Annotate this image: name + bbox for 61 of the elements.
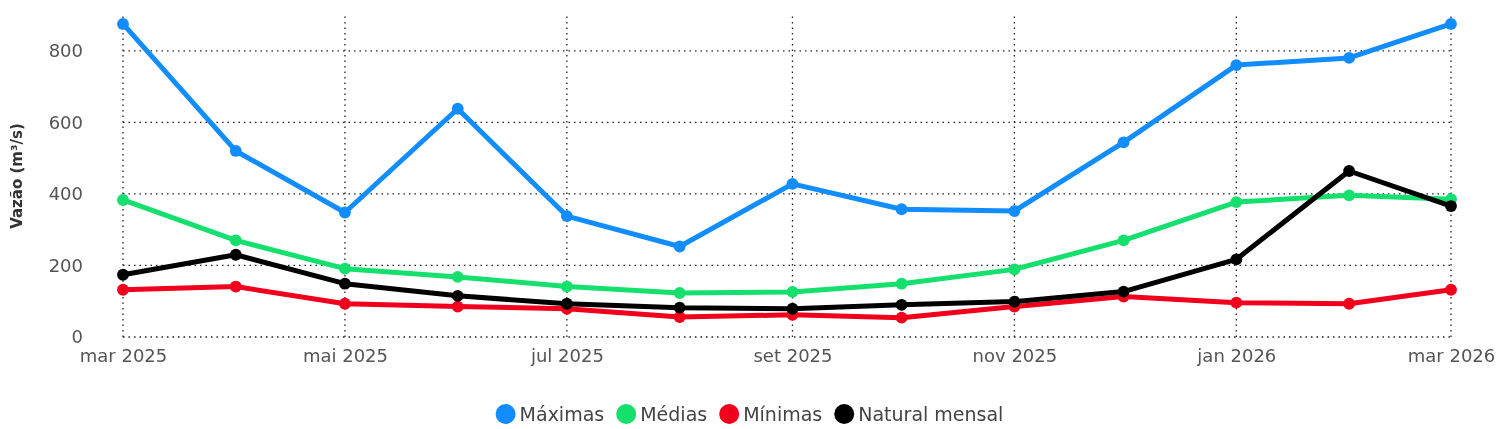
- point: [673, 287, 686, 299]
- y-tick-label: 600: [48, 111, 83, 133]
- legend-label: Médias: [640, 403, 708, 425]
- x-tick-label: mar 2026: [1407, 344, 1496, 366]
- point: [1230, 59, 1243, 71]
- point: [339, 277, 351, 290]
- y-tick-label: 800: [48, 40, 83, 62]
- point: [1343, 189, 1356, 202]
- point: [451, 102, 464, 115]
- point: [1343, 165, 1356, 177]
- point: [786, 177, 799, 190]
- point: [1117, 136, 1130, 149]
- point: [673, 240, 686, 253]
- point: [560, 210, 573, 222]
- point: [117, 283, 129, 296]
- legend-label: Mínimas: [743, 403, 823, 425]
- point: [1343, 297, 1356, 310]
- point: [560, 297, 573, 310]
- point: [1117, 285, 1130, 298]
- point: [1230, 253, 1243, 266]
- point: [895, 277, 908, 290]
- y-axis-title: Vazão (m³/s): [8, 123, 26, 229]
- point: [451, 270, 464, 283]
- point: [1008, 295, 1021, 308]
- point: [560, 280, 573, 293]
- point: [1230, 196, 1243, 209]
- y-tick-label: 200: [48, 254, 83, 276]
- x-tick-label: jan 2026: [1196, 344, 1277, 366]
- legend-label: Natural mensal: [858, 403, 1004, 425]
- point: [117, 194, 129, 206]
- point: [117, 18, 129, 30]
- point: [1445, 200, 1457, 212]
- legend-label: Máximas: [519, 403, 605, 425]
- point: [1343, 52, 1356, 64]
- x-tick-label: set 2025: [753, 344, 833, 366]
- y-tick-label: 400: [48, 183, 83, 205]
- point: [451, 289, 464, 302]
- point: [1445, 283, 1457, 296]
- point: [1230, 296, 1243, 309]
- point: [117, 268, 129, 281]
- point: [339, 262, 351, 275]
- point: [673, 301, 686, 314]
- point: [229, 145, 242, 157]
- point: [451, 300, 464, 313]
- point: [895, 203, 908, 216]
- point: [229, 248, 242, 261]
- point: [1445, 18, 1457, 30]
- point: [895, 298, 908, 311]
- point: [339, 297, 351, 310]
- point: [1008, 205, 1021, 217]
- point: [786, 302, 799, 315]
- point: [339, 206, 351, 219]
- x-tick-label: jul 2025: [529, 344, 604, 366]
- point: [786, 286, 799, 298]
- point: [895, 311, 908, 324]
- point: [1008, 263, 1021, 276]
- point: [1117, 234, 1130, 247]
- point: [229, 280, 242, 293]
- x-tick-label: mai 2025: [302, 344, 388, 366]
- x-tick-label: nov 2025: [972, 344, 1058, 366]
- point: [229, 234, 242, 247]
